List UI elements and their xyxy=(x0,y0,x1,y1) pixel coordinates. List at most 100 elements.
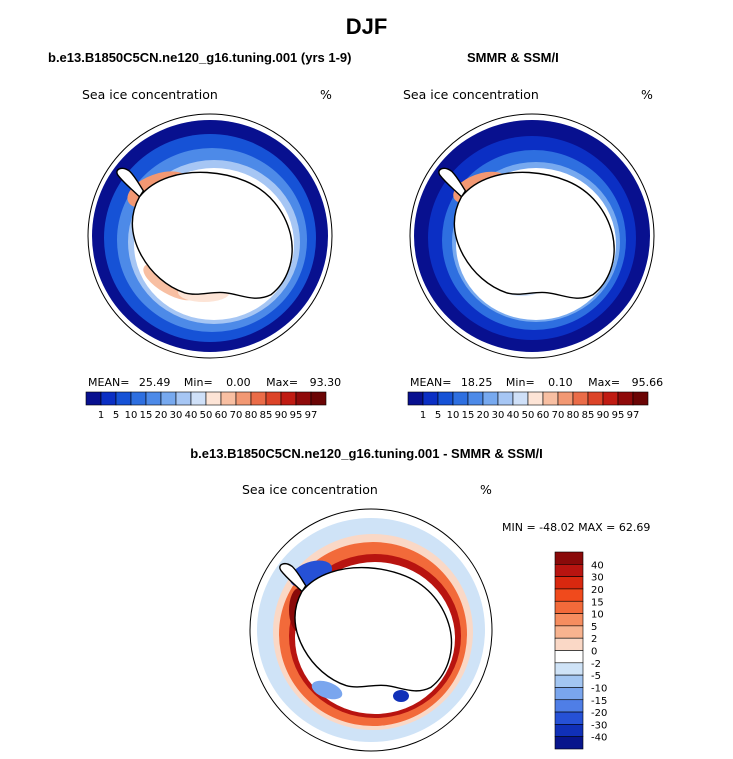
panel3-colorbar-tick-label: 5 xyxy=(591,622,597,633)
panel3-colorbar-swatch xyxy=(554,687,584,701)
panel3-colorbar-swatch xyxy=(554,650,584,664)
panel1-colorbar-swatch xyxy=(115,391,132,406)
panel1-colorbar-tick-label: 85 xyxy=(260,410,273,421)
panel3-colorbar-swatch xyxy=(554,637,584,651)
panel3-colorbar-swatch xyxy=(554,736,584,750)
panel1-max-label: Max= xyxy=(266,376,299,389)
panel1-min-value: 0.00 xyxy=(226,376,251,389)
panel2-min-label: Min= xyxy=(505,376,535,389)
panel1-colorbar-swatch xyxy=(130,391,147,406)
panel3-colorbar-swatch xyxy=(554,674,584,688)
panel3-colorbar-tick-label: 40 xyxy=(591,560,604,571)
panel3-colorbar-swatch xyxy=(554,564,584,577)
panel2-colorbar-tick-label: 70 xyxy=(552,410,565,421)
panel2-colorbar-swatch xyxy=(557,391,574,406)
panel1-min-label: Min= xyxy=(183,376,213,389)
panel3-colorbar-tick-label: -20 xyxy=(591,708,607,719)
panel2-colorbar-tick-label: 40 xyxy=(507,410,520,421)
panel1-colorbar-swatch xyxy=(145,391,162,406)
panel1-colorbar-tick-label: 1 xyxy=(98,410,104,421)
panel2-colorbar-tick-label: 30 xyxy=(492,410,505,421)
panel1-colorbar-tick-label: 70 xyxy=(230,410,243,421)
panel1-title: b.e13.B1850C5CN.ne120_g16.tuning.001 (yr… xyxy=(48,50,352,65)
panel1-colorbar-swatch xyxy=(310,391,327,406)
season-title: DJF xyxy=(345,14,388,39)
panel2-colorbar-tick-label: 60 xyxy=(537,410,550,421)
panel3-units-label: % xyxy=(480,482,492,497)
panel1-colorbar-swatch xyxy=(190,391,207,406)
panel1-colorbar-swatch xyxy=(250,391,267,406)
panel3-map-border xyxy=(249,508,493,752)
panel1-colorbar-tick-label: 50 xyxy=(200,410,213,421)
panel1-colorbar-swatch xyxy=(295,391,312,406)
panel3-variable-label: Sea ice concentration xyxy=(242,482,378,497)
panel1-colorbar-tick-label: 80 xyxy=(245,410,258,421)
panel1-colorbar-swatch xyxy=(265,391,282,406)
panel2-colorbar-tick-label: 10 xyxy=(447,410,460,421)
panel3-colorbar-swatch xyxy=(554,613,584,627)
panel2-colorbar-swatch xyxy=(632,391,649,406)
panel3-anomaly-patch xyxy=(311,680,343,700)
panel2-colorbar-swatch xyxy=(587,391,604,406)
panel2-colorbar-tick-label: 1 xyxy=(420,410,426,421)
panel1-colorbar-swatch xyxy=(205,391,222,406)
panel1-variable-label: Sea ice concentration xyxy=(82,87,218,102)
panel2-map-border xyxy=(409,113,655,359)
panel1-stats: MEAN= 25.49 Min= 0.00 Max= 93.30 xyxy=(88,376,341,389)
panel3-colorbar-swatch xyxy=(554,724,584,737)
panel1-colorbar-swatch xyxy=(220,391,237,406)
panel2-colorbar: 1 5 10 15 20 30 40 50 60 70 80 85 90 95 97 xyxy=(407,391,649,421)
panel3-title: b.e13.B1850C5CN.ne120_g16.tuning.001 - S… xyxy=(190,446,543,461)
panel2-colorbar-swatch xyxy=(482,391,499,406)
panel2-colorbar-swatch xyxy=(602,391,619,406)
panel2-colorbar-swatch xyxy=(407,391,424,406)
panel2-colorbar-tick-label: 50 xyxy=(522,410,535,421)
panel2-title: SMMR & SSM/I xyxy=(467,50,559,65)
panel1-colorbar-tick-label: 10 xyxy=(125,410,138,421)
panel1-colorbar-swatch xyxy=(175,391,192,406)
panel1-mean-value: 25.49 xyxy=(138,376,171,389)
panel1-colorbar-tick-label: 97 xyxy=(305,410,318,421)
panel1-colorbar-tick-label: 40 xyxy=(185,410,198,421)
panel3-colorbar-tick-label: -10 xyxy=(591,683,607,694)
panel3-colorbar-tick-label: -5 xyxy=(591,671,601,682)
panel1-max-value: 93.30 xyxy=(309,376,342,389)
panel2-colorbar-swatch xyxy=(452,391,469,406)
panel3-colorbar-tick-label: 0 xyxy=(591,647,597,658)
panel2-max-label: Max= xyxy=(588,376,621,389)
panel3-anomaly-patch xyxy=(393,690,409,702)
panel3-colorbar-tick-label: -40 xyxy=(591,733,607,744)
panel3-colorbar-swatch xyxy=(554,551,584,565)
panel2-colorbar-swatch xyxy=(422,391,439,406)
panel2-min-value: 0.10 xyxy=(548,376,573,389)
panel1-colorbar-tick-label: 90 xyxy=(275,410,288,421)
panel2-colorbar-tick-label: 20 xyxy=(477,410,490,421)
panel1-colorbar-tick-label: 60 xyxy=(215,410,228,421)
panel2-map xyxy=(409,113,655,359)
panel3-colorbar-tick-label: 2 xyxy=(591,634,597,645)
panel1-colorbar-swatch xyxy=(100,391,117,406)
panel3-colorbar-tick-label: -30 xyxy=(591,720,607,731)
panel2-colorbar-swatch xyxy=(542,391,559,406)
panel2-colorbar-tick-label: 5 xyxy=(435,410,441,421)
panel1-mean-label: MEAN= xyxy=(88,376,130,389)
panel1-colorbar-swatch xyxy=(235,391,252,406)
panel2-colorbar-swatch xyxy=(572,391,589,406)
panel1-colorbar-swatch xyxy=(85,391,102,406)
panel3-colorbar-swatch xyxy=(554,699,584,713)
panel1-colorbar-tick-label: 30 xyxy=(170,410,183,421)
panel1-colorbar-tick-label: 95 xyxy=(290,410,303,421)
panel2-mean-label: MEAN= xyxy=(410,376,452,389)
panel3-colorbar-tick-label: 10 xyxy=(591,610,604,621)
panel3-colorbar-swatch xyxy=(554,588,584,602)
panel2-colorbar-swatch xyxy=(512,391,529,406)
panel2-colorbar-tick-label: 95 xyxy=(612,410,625,421)
panel3-stats: MIN = -48.02 MAX = 62.69 xyxy=(502,521,651,534)
panel2-colorbar-swatch xyxy=(437,391,454,406)
panel1-colorbar-tick-label: 20 xyxy=(155,410,168,421)
panel2-colorbar-swatch xyxy=(467,391,484,406)
panel2-colorbar-tick-label: 85 xyxy=(582,410,595,421)
panel3-colorbar-tick-label: 30 xyxy=(591,573,604,584)
